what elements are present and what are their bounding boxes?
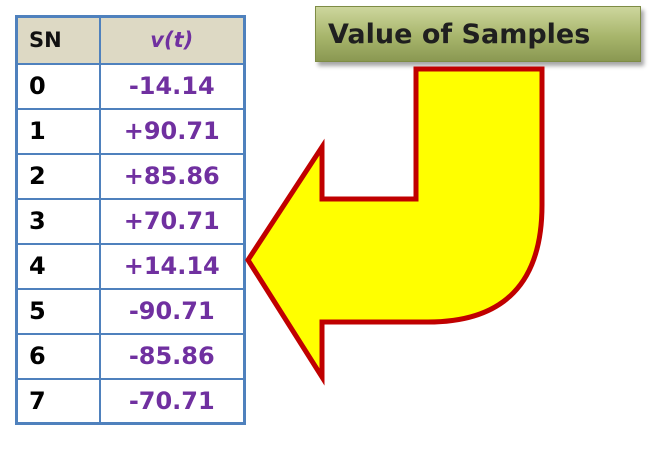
table-row: 2 +85.86 <box>15 152 246 200</box>
cell-value: +85.86 <box>98 152 246 200</box>
table-row: 6 -85.86 <box>15 332 246 380</box>
cell-sn: 4 <box>15 242 101 290</box>
cell-sn: 0 <box>15 62 101 110</box>
cell-value: +90.71 <box>98 107 246 155</box>
header-v-prefix: v( <box>150 28 174 53</box>
cell-value: -90.71 <box>98 287 246 335</box>
cell-value: -70.71 <box>98 377 246 425</box>
table-row: 1 +90.71 <box>15 107 246 155</box>
table-row: 0 -14.14 <box>15 62 246 110</box>
cell-value: -14.14 <box>98 62 246 110</box>
samples-table: SN v(t) 0 -14.14 1 +90.71 2 +85.86 3 +70… <box>15 15 246 425</box>
table-header-row: SN v(t) <box>15 15 246 65</box>
title-text: Value of Samples <box>328 18 591 50</box>
cell-value: -85.86 <box>98 332 246 380</box>
title-box: Value of Samples <box>315 6 641 62</box>
header-v-var: t <box>173 28 184 53</box>
table-row: 3 +70.71 <box>15 197 246 245</box>
cell-sn: 2 <box>15 152 101 200</box>
cell-sn: 5 <box>15 287 101 335</box>
header-sn: SN <box>15 15 101 65</box>
cell-value: +14.14 <box>98 242 246 290</box>
cell-sn: 1 <box>15 107 101 155</box>
cell-sn: 3 <box>15 197 101 245</box>
table-row: 5 -90.71 <box>15 287 246 335</box>
header-v-suffix: ) <box>183 28 194 53</box>
cell-sn: 6 <box>15 332 101 380</box>
u-turn-arrow-shape <box>245 66 545 386</box>
cell-value: +70.71 <box>98 197 246 245</box>
table-row: 4 +14.14 <box>15 242 246 290</box>
cell-sn: 7 <box>15 377 101 425</box>
table-row: 7 -70.71 <box>15 377 246 425</box>
header-v: v(t) <box>98 15 246 65</box>
